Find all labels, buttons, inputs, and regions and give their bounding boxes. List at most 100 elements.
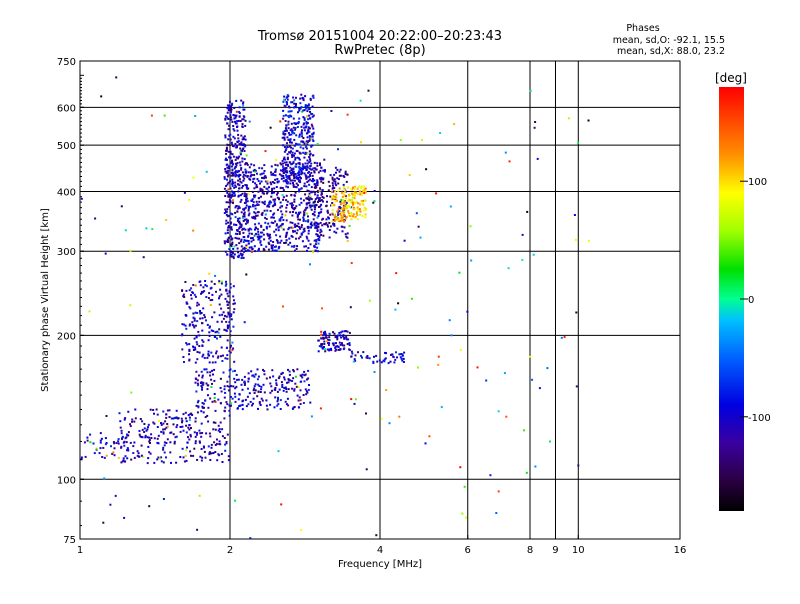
data-point <box>172 433 175 436</box>
data-point <box>529 89 532 92</box>
data-point <box>80 456 83 459</box>
data-point <box>244 202 247 204</box>
data-point <box>213 311 216 314</box>
data-point <box>385 389 388 391</box>
data-point <box>276 241 279 244</box>
data-point <box>162 448 165 451</box>
data-point <box>293 245 295 248</box>
data-point <box>336 168 339 171</box>
data-point <box>231 159 233 162</box>
data-point <box>358 185 361 188</box>
data-point <box>226 178 228 181</box>
data-point <box>242 215 245 218</box>
data-point <box>309 158 311 161</box>
data-point <box>346 173 349 176</box>
data-point <box>315 233 318 236</box>
data-point <box>257 375 260 378</box>
data-point <box>230 226 233 229</box>
data-point <box>278 198 280 201</box>
colorbar-tick-label: 0 <box>748 295 754 306</box>
data-point <box>253 385 256 388</box>
data-point <box>232 295 235 298</box>
data-point <box>250 163 253 166</box>
y-tick-label: 200 <box>57 331 76 342</box>
data-point <box>282 389 285 392</box>
data-point <box>264 150 267 153</box>
data-point <box>202 402 205 405</box>
data-point <box>164 420 167 423</box>
data-point <box>273 406 276 409</box>
data-point <box>310 162 313 165</box>
data-point <box>309 206 312 209</box>
data-point <box>286 136 289 139</box>
data-point <box>525 471 528 474</box>
data-point <box>257 203 260 206</box>
data-point <box>307 202 310 205</box>
data-point <box>305 235 308 238</box>
data-point <box>261 191 264 194</box>
data-point <box>366 356 369 359</box>
data-point <box>334 190 337 193</box>
data-point <box>231 168 234 171</box>
data-point <box>270 244 273 247</box>
data-point <box>245 273 248 276</box>
data-point <box>340 336 343 339</box>
data-point <box>268 205 271 208</box>
data-point <box>328 236 331 239</box>
data-point <box>236 233 239 235</box>
data-point <box>182 293 185 296</box>
data-point <box>145 227 148 230</box>
data-point <box>309 243 312 246</box>
data-point <box>294 104 297 107</box>
data-point <box>320 330 323 333</box>
data-point <box>435 192 438 195</box>
data-point <box>225 159 228 161</box>
data-point <box>228 104 231 107</box>
data-point <box>233 253 236 256</box>
data-point <box>223 385 226 388</box>
data-point <box>122 457 125 460</box>
data-point <box>231 237 234 240</box>
data-point <box>240 168 243 171</box>
data-point <box>234 185 237 188</box>
data-point <box>201 317 204 320</box>
data-point <box>306 249 308 252</box>
data-point <box>327 225 329 228</box>
data-point <box>162 432 165 435</box>
data-point <box>239 147 242 150</box>
data-point <box>250 199 253 202</box>
data-point <box>230 402 233 405</box>
data-point <box>204 456 207 459</box>
data-point <box>323 158 326 161</box>
data-point <box>342 348 345 351</box>
data-point <box>312 178 314 180</box>
data-point <box>227 193 230 196</box>
data-point <box>115 442 118 444</box>
data-point <box>276 193 278 196</box>
data-point <box>227 195 230 198</box>
data-point <box>276 400 279 403</box>
data-point <box>365 412 367 415</box>
data-point <box>302 137 305 139</box>
data-point <box>331 187 334 190</box>
data-point <box>375 534 378 537</box>
data-point <box>332 213 335 216</box>
data-point <box>331 204 334 207</box>
data-point <box>364 208 367 211</box>
data-point <box>139 435 142 438</box>
data-point <box>120 205 123 208</box>
data-point <box>368 299 371 302</box>
data-point <box>193 337 196 340</box>
data-point <box>225 213 228 216</box>
data-point <box>102 446 105 449</box>
data-point <box>311 174 314 177</box>
data-point <box>340 225 343 228</box>
data-point <box>210 446 213 449</box>
data-point <box>315 186 318 189</box>
data-point <box>232 302 235 305</box>
data-point <box>232 182 235 185</box>
data-point <box>162 446 165 449</box>
data-point <box>231 193 234 196</box>
data-point <box>234 120 236 123</box>
data-point <box>286 156 289 159</box>
